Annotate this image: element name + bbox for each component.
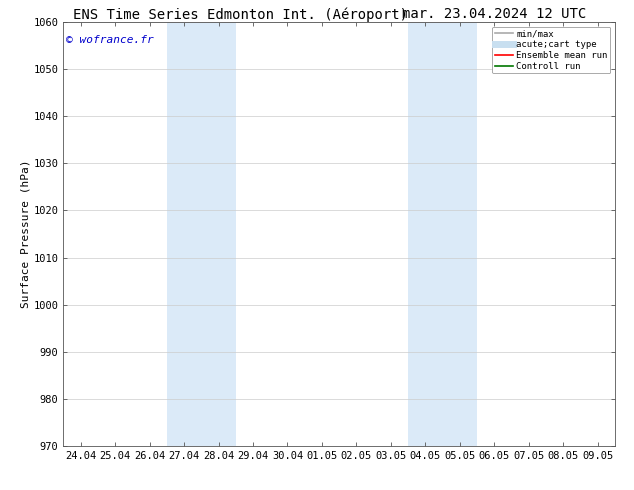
Text: ENS Time Series Edmonton Int. (Aéroport): ENS Time Series Edmonton Int. (Aéroport) bbox=[74, 7, 408, 22]
Text: © wofrance.fr: © wofrance.fr bbox=[66, 35, 154, 45]
Legend: min/max, acute;cart type, Ensemble mean run, Controll run: min/max, acute;cart type, Ensemble mean … bbox=[492, 26, 611, 74]
Bar bbox=[167, 22, 236, 446]
Bar bbox=[408, 22, 477, 446]
Y-axis label: Surface Pressure (hPa): Surface Pressure (hPa) bbox=[21, 160, 31, 308]
Text: mar. 23.04.2024 12 UTC: mar. 23.04.2024 12 UTC bbox=[403, 7, 586, 22]
